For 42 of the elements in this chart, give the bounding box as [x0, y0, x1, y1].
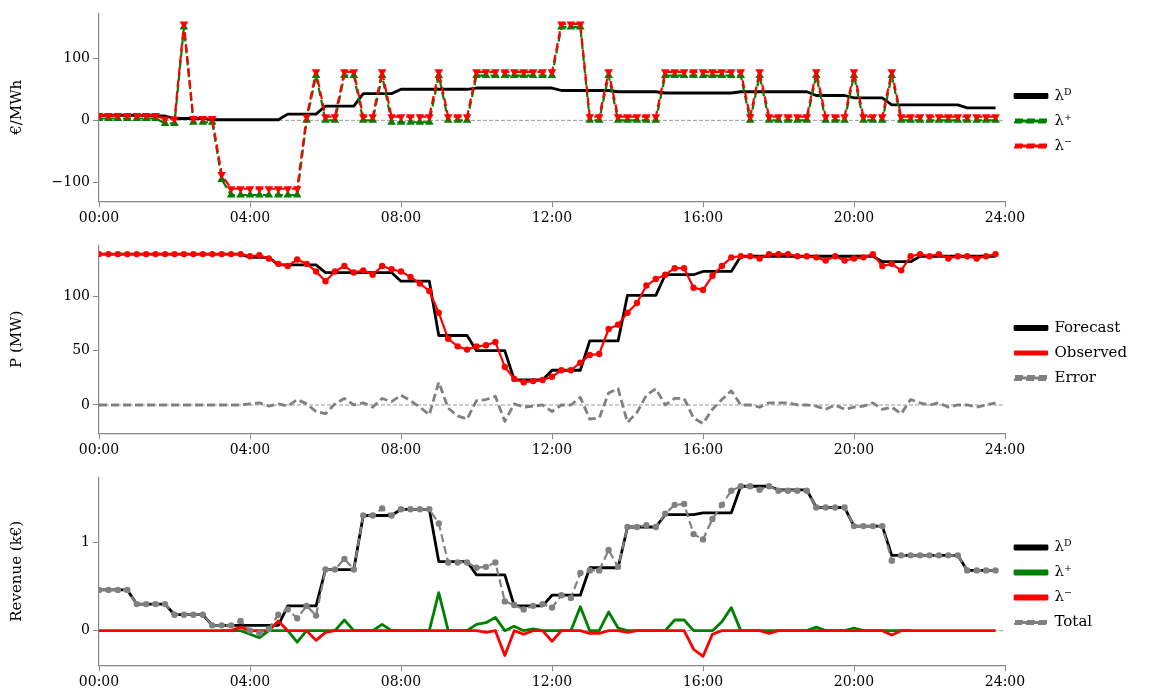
- y-tick-label: 0: [81, 395, 90, 412]
- x-tick-label: 12:00: [531, 673, 573, 690]
- x-tick-label: 20:00: [833, 209, 875, 226]
- x-tick-label: 04:00: [229, 441, 271, 458]
- legend-label: λ⁻: [1054, 135, 1072, 154]
- y-tick-label: 1: [81, 532, 90, 549]
- y-tick-label: 100: [63, 48, 90, 65]
- y-tick-label: 0: [81, 111, 90, 127]
- y-tick-label: −100: [51, 173, 90, 190]
- x-tick-label: 16:00: [682, 209, 724, 226]
- legend-label: λᴰ: [1054, 537, 1073, 556]
- x-tick-label: 08:00: [380, 441, 422, 458]
- y-axis-title: €/MWh: [6, 79, 25, 136]
- x-tick-label: 08:00: [380, 209, 422, 226]
- x-tick-label: 04:00: [229, 209, 271, 226]
- x-tick-label: 04:00: [229, 673, 271, 690]
- legend-label: λ⁺: [1054, 110, 1072, 129]
- y-tick-label: 100: [63, 287, 90, 304]
- x-tick-label: 12:00: [531, 209, 573, 226]
- legend-label: Forecast: [1054, 317, 1121, 336]
- x-tick-label: 08:00: [380, 673, 422, 690]
- legend-label: Error: [1054, 367, 1097, 386]
- x-tick-label: 20:00: [833, 441, 875, 458]
- x-tick-label: 24:00: [984, 209, 1026, 226]
- legend-label: Total: [1054, 612, 1093, 631]
- legend-label: λ⁻: [1054, 587, 1072, 606]
- x-tick-label: 24:00: [984, 441, 1026, 458]
- legend-label: λᴰ: [1054, 85, 1073, 104]
- x-tick-label: 20:00: [833, 673, 875, 690]
- x-tick-label: 00:00: [78, 441, 120, 458]
- legend-label: Observed: [1054, 342, 1128, 361]
- x-tick-label: 16:00: [682, 441, 724, 458]
- y-tick-label: 50: [72, 341, 90, 358]
- x-tick-label: 24:00: [984, 673, 1026, 690]
- y-tick-label: 0: [81, 621, 90, 638]
- x-tick-label: 16:00: [682, 673, 724, 690]
- y-axis-title: Revenue (k€): [6, 520, 25, 622]
- legend-label: λ⁺: [1054, 562, 1072, 581]
- x-tick-label: 00:00: [78, 209, 120, 226]
- x-tick-label: 00:00: [78, 673, 120, 690]
- x-tick-label: 12:00: [531, 441, 573, 458]
- y-axis-title: P (MW): [6, 310, 25, 368]
